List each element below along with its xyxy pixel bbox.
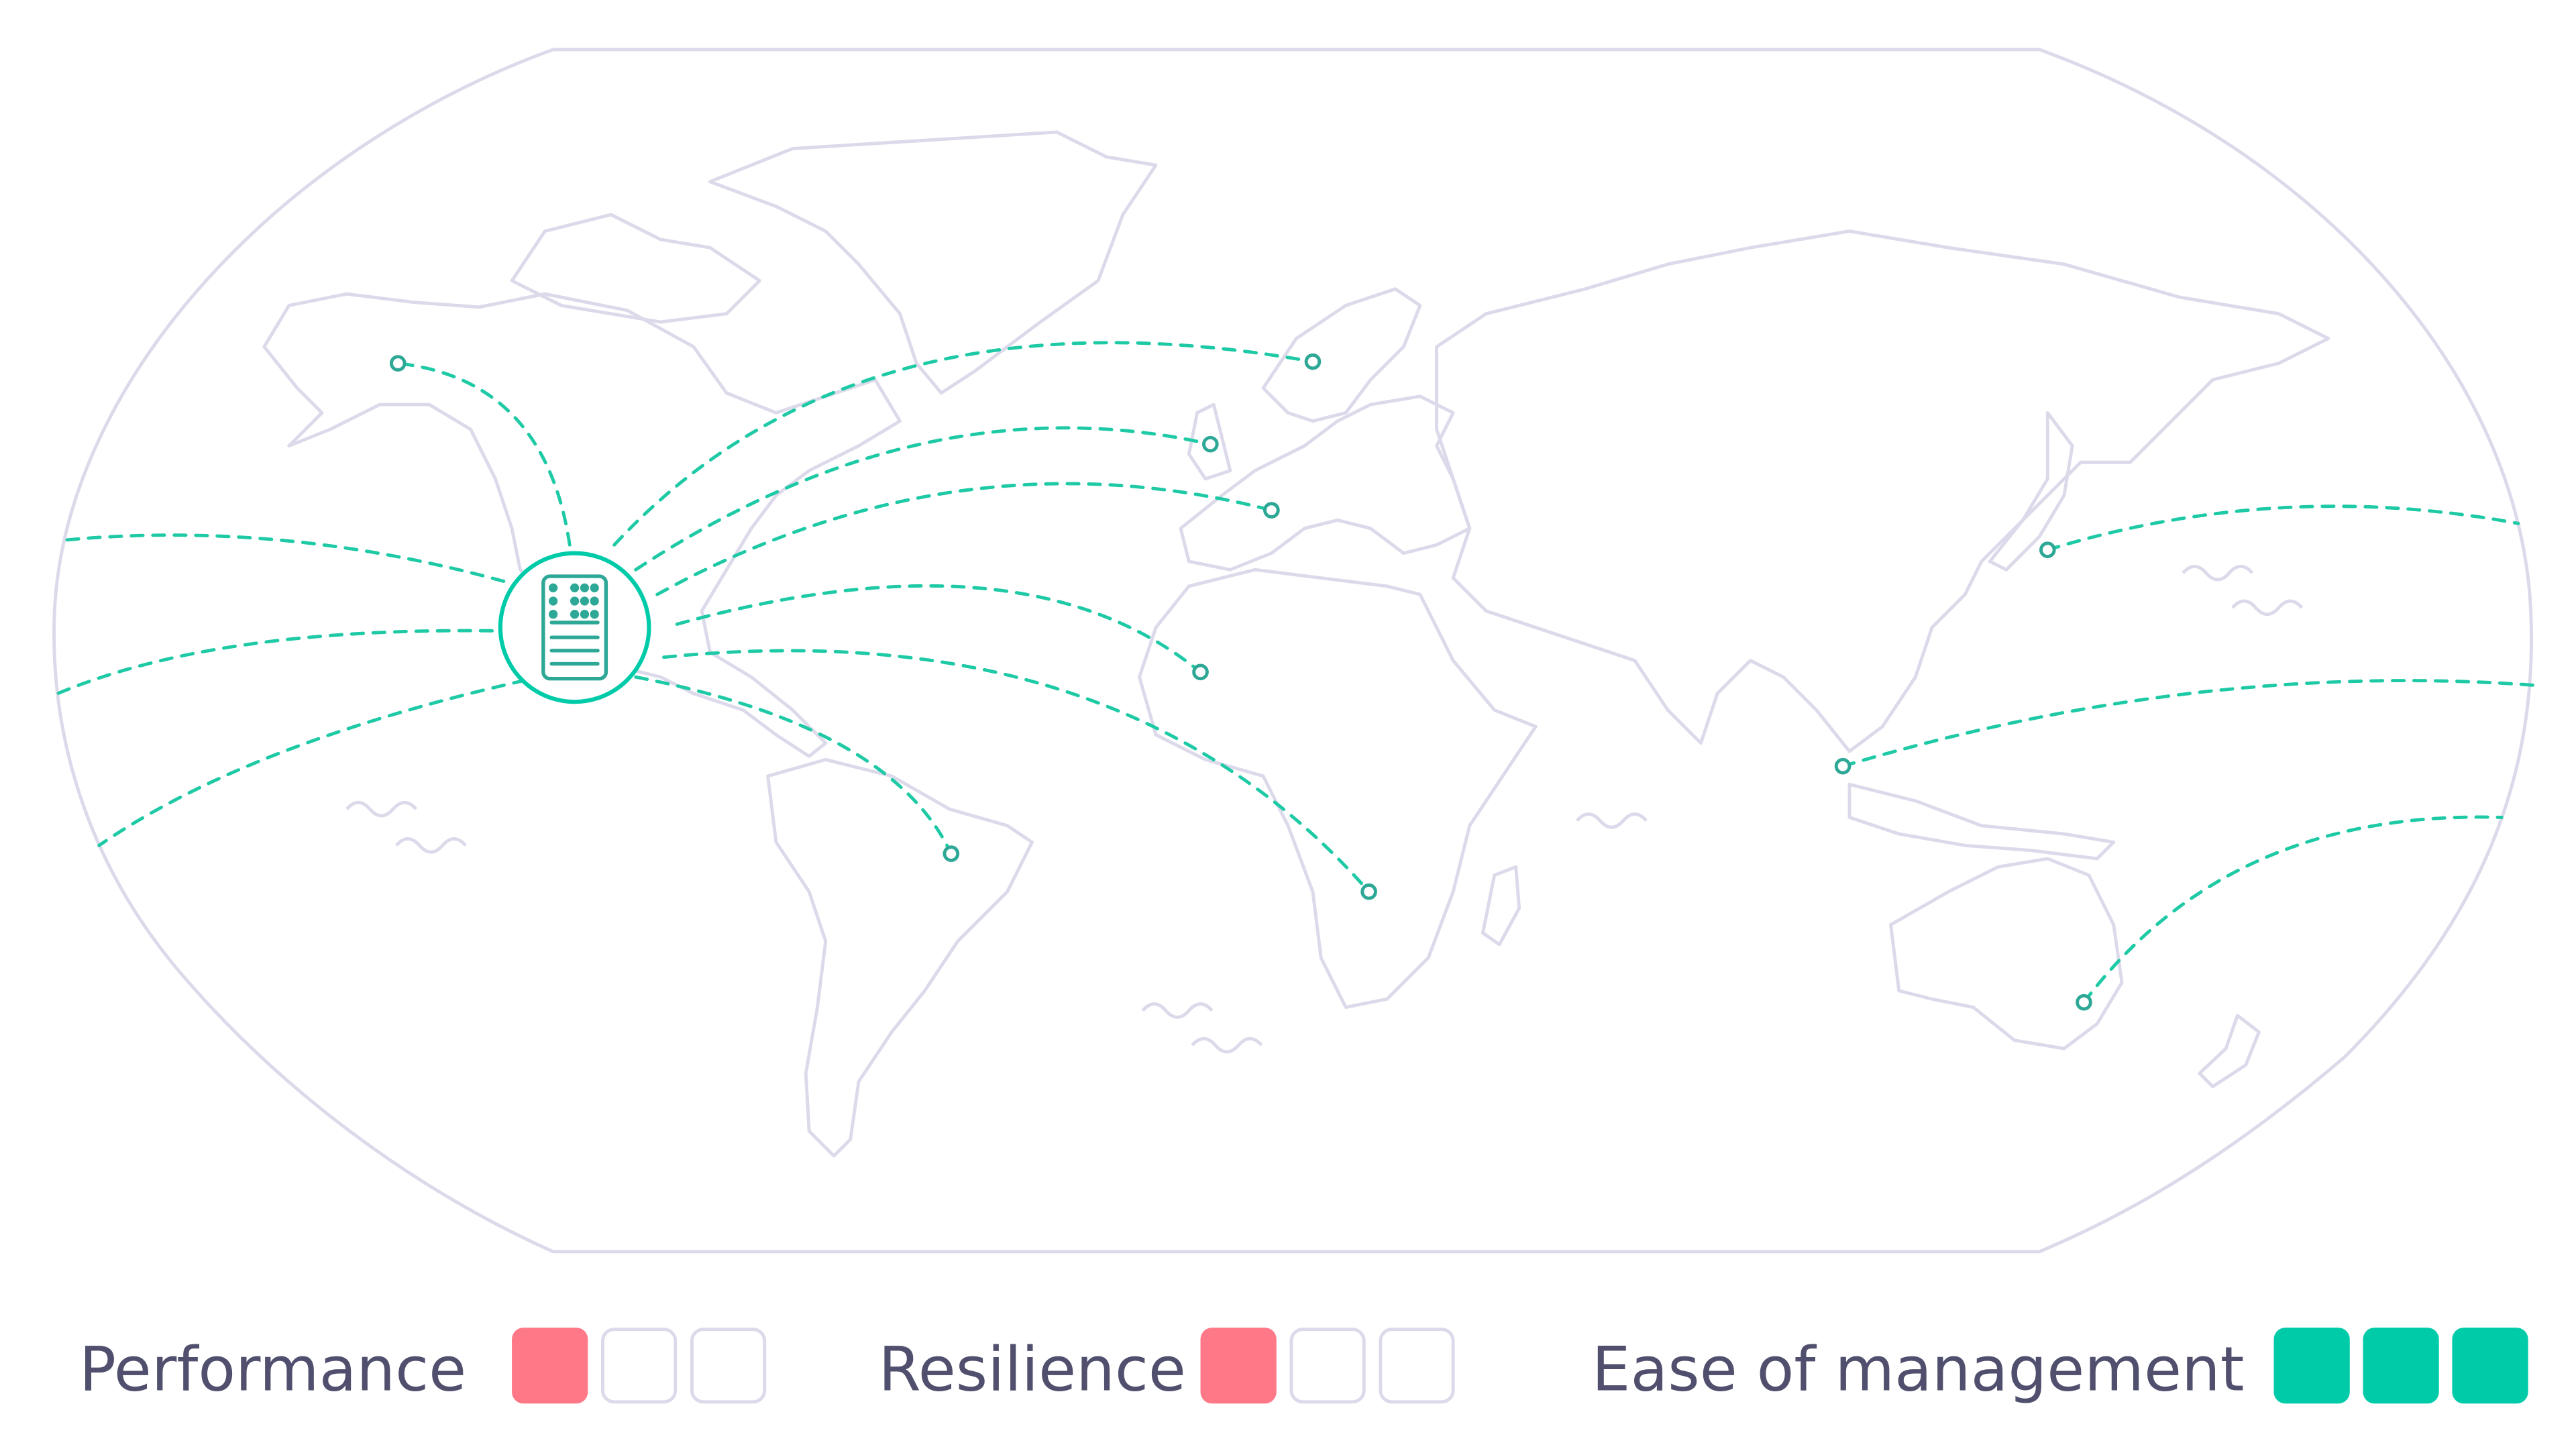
route-line-southern-africa bbox=[662, 649, 1371, 894]
route-line-west-edge-2 bbox=[1841, 679, 2536, 768]
continents bbox=[262, 130, 2330, 1158]
route-line-scandinavia bbox=[612, 341, 1315, 547]
server-icon bbox=[541, 574, 608, 681]
rating-box-filled bbox=[2363, 1328, 2439, 1404]
server-led-dot bbox=[590, 610, 599, 619]
africa bbox=[1138, 568, 1538, 1010]
rating-box-filled bbox=[2452, 1328, 2528, 1404]
rating-box-empty bbox=[1379, 1328, 1455, 1404]
route-line-west-edge-1 bbox=[2045, 504, 2520, 552]
map-frame bbox=[52, 48, 2533, 1254]
server-led-dot bbox=[570, 596, 580, 606]
destination-marker-uk bbox=[1202, 435, 1219, 453]
route-line-australia bbox=[97, 678, 527, 847]
new-zealand bbox=[2198, 1014, 2261, 1089]
server-led-dot bbox=[570, 610, 580, 619]
legend-label-resilience: Resilience bbox=[879, 1334, 1186, 1405]
destination-marker-scandinavia bbox=[1304, 353, 1322, 370]
japan bbox=[1988, 411, 2074, 572]
destination-marker-brazil bbox=[943, 845, 960, 862]
arctic-islands bbox=[510, 213, 761, 324]
australia bbox=[1889, 857, 2124, 1051]
server-led-dot bbox=[580, 583, 590, 592]
north-america bbox=[262, 292, 902, 758]
destination-marker-west-edge-2 bbox=[1834, 757, 1851, 775]
server-led-dot bbox=[590, 583, 599, 592]
server-led-dot bbox=[590, 596, 599, 606]
rating-box-filled bbox=[1200, 1328, 1277, 1404]
rating-box-empty bbox=[1289, 1328, 1366, 1404]
destination-marker-mediterranean bbox=[1263, 502, 1280, 519]
route-line-mediterranean bbox=[655, 482, 1273, 596]
scandinavia bbox=[1261, 287, 1422, 423]
madagascar bbox=[1481, 865, 1521, 947]
route-line-japan bbox=[64, 533, 506, 583]
server-ring bbox=[498, 551, 651, 704]
asia bbox=[1435, 229, 2330, 753]
legend: Performance Resilience Ease of managemen… bbox=[79, 1328, 2528, 1405]
destination-marker-west-africa bbox=[1192, 663, 1209, 681]
indonesia bbox=[1847, 782, 2116, 861]
route-line-west-edge-3 bbox=[2082, 815, 2504, 1004]
server-led-dot bbox=[570, 583, 580, 592]
europe bbox=[1179, 394, 1472, 572]
destination-marker-alaska bbox=[389, 355, 407, 372]
route-line-alaska bbox=[396, 362, 572, 547]
route-line-southeast-asia bbox=[56, 629, 494, 696]
greenland bbox=[708, 130, 1158, 395]
server-led-dot bbox=[548, 610, 558, 619]
legend-label-ease-of-management: Ease of management bbox=[1592, 1334, 2244, 1405]
rating-box-filled bbox=[512, 1328, 588, 1404]
rating-box-empty bbox=[690, 1328, 767, 1404]
rating-box-filled bbox=[2273, 1328, 2350, 1404]
destination-marker-southern-africa bbox=[1360, 883, 1377, 900]
route-line-brazil bbox=[634, 675, 953, 856]
destination-marker-west-edge-1 bbox=[2039, 541, 2056, 558]
destination-marker-west-edge-3 bbox=[2076, 994, 2092, 1011]
south-america bbox=[766, 757, 1034, 1158]
server-hub bbox=[498, 551, 651, 704]
server-led-dot bbox=[548, 596, 558, 606]
route-line-uk bbox=[634, 426, 1212, 572]
server-led-dot bbox=[580, 596, 590, 606]
routes bbox=[56, 341, 2536, 1011]
legend-label-performance: Performance bbox=[79, 1334, 466, 1405]
server-led-dot bbox=[548, 583, 558, 592]
rating-box-empty bbox=[601, 1328, 678, 1404]
route-line-west-africa bbox=[675, 584, 1203, 674]
british-isles bbox=[1187, 402, 1232, 481]
wave-decoration bbox=[345, 564, 2304, 1054]
server-led-dot bbox=[580, 610, 590, 619]
